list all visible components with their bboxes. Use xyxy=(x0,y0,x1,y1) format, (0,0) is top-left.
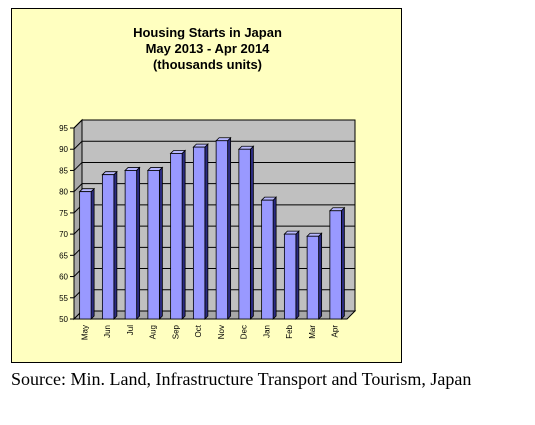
bar-top xyxy=(260,196,278,201)
bar-top xyxy=(192,143,209,148)
gridline xyxy=(73,140,355,150)
bar-top xyxy=(101,171,118,176)
chart-title: Housing Starts in Japan May 2013 - Apr 2… xyxy=(12,25,403,73)
y-tick-label: 95 xyxy=(59,124,68,133)
x-tick-label: Jul xyxy=(126,325,135,335)
x-tick-label: Oct xyxy=(194,324,203,337)
bar-top xyxy=(169,150,187,154)
x-tick-label: Nov xyxy=(217,325,226,339)
x-tick-label: Mar xyxy=(308,325,317,339)
bar-side xyxy=(249,145,254,320)
bar-top xyxy=(124,167,141,171)
bar xyxy=(306,235,320,320)
x-tick-label: Aug xyxy=(149,325,158,339)
bar xyxy=(101,174,115,320)
bar-side xyxy=(318,232,323,320)
bar xyxy=(283,233,297,320)
bar xyxy=(124,170,138,320)
bar-side xyxy=(136,166,141,320)
bar-top xyxy=(78,188,96,193)
y-tick-label: 65 xyxy=(59,251,68,260)
chart-title-line-3: (thousands units) xyxy=(152,57,263,72)
bar-side xyxy=(181,149,186,320)
x-tick-label: Jun xyxy=(103,325,112,338)
bar-side xyxy=(113,170,118,320)
bar xyxy=(79,191,92,320)
y-tick-label: 80 xyxy=(59,188,68,197)
x-tick-label: May xyxy=(80,325,89,340)
bar-side xyxy=(295,230,300,320)
bar-top xyxy=(237,145,255,150)
bar-top xyxy=(306,232,323,237)
y-tick-label: 50 xyxy=(59,315,68,324)
bar-top xyxy=(215,137,232,142)
bar xyxy=(329,210,342,320)
x-tick-label: Jan xyxy=(262,325,271,338)
gridline xyxy=(73,161,355,171)
x-tick-label: Dec xyxy=(240,325,249,339)
y-tick-label: 55 xyxy=(59,294,68,303)
bar-top xyxy=(283,230,300,235)
bar-side xyxy=(204,143,209,320)
bar xyxy=(192,146,206,320)
chart-frame: Housing Starts in Japan May 2013 - Apr 2… xyxy=(11,8,402,363)
source-note: Source: Min. Land, Infrastructure Transp… xyxy=(11,369,472,389)
x-tick-label: Apr xyxy=(331,325,340,338)
bar-side xyxy=(158,166,163,320)
bar-side xyxy=(90,187,95,320)
y-tick-label: 70 xyxy=(59,230,68,239)
bar xyxy=(261,199,274,320)
bar xyxy=(170,153,183,320)
bar xyxy=(215,140,229,320)
bar-side xyxy=(227,136,232,320)
chart-title-line-1: Housing Starts in Japan xyxy=(133,25,282,40)
chart-title-line-2: May 2013 - Apr 2014 xyxy=(145,41,270,56)
y-tick-label: 75 xyxy=(59,209,68,218)
bar xyxy=(147,170,160,320)
bar-chart: 50 55 60 65 70 75 80 85 90 95 May Jun Jul Aug Sep Oct No… xyxy=(59,118,357,340)
bar-side xyxy=(340,206,345,320)
gridline xyxy=(73,183,355,193)
y-tick-label: 90 xyxy=(59,145,68,154)
x-tick-label: Feb xyxy=(285,324,294,338)
bar-top xyxy=(146,167,164,171)
y-tick-label: 60 xyxy=(59,273,68,282)
bar-side xyxy=(272,196,277,320)
gridline xyxy=(73,119,355,129)
bar-top xyxy=(328,207,346,212)
bar xyxy=(238,148,251,320)
y-tick-label: 85 xyxy=(59,166,68,175)
x-tick-label: Sep xyxy=(171,324,180,339)
